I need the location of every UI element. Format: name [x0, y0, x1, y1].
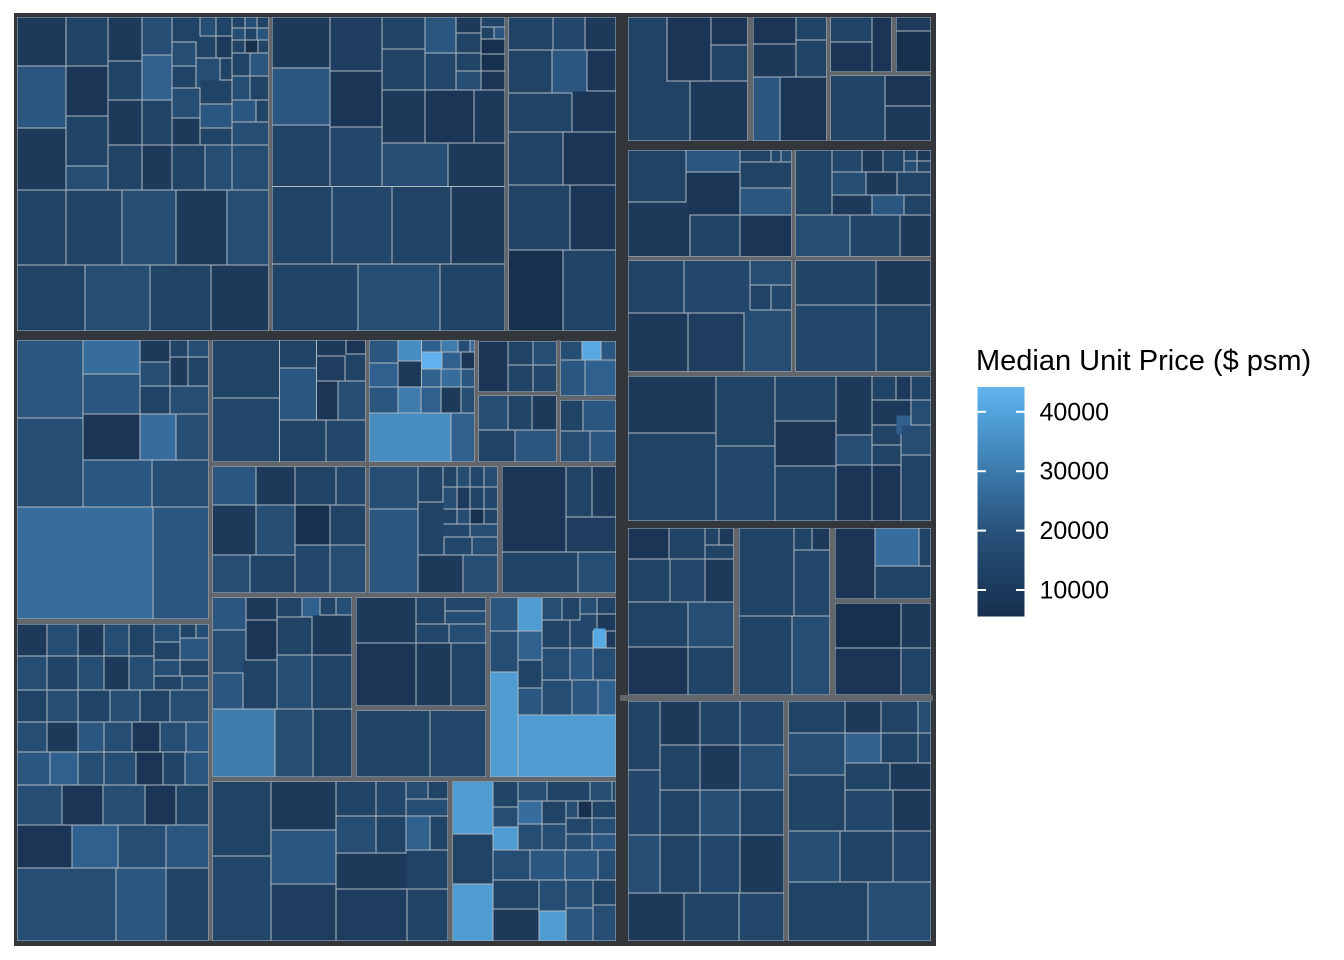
svg-text:40000: 40000 [1040, 398, 1110, 426]
svg-text:20000: 20000 [1040, 517, 1110, 545]
svg-text:10000: 10000 [1040, 577, 1110, 605]
svg-text:30000: 30000 [1040, 458, 1110, 486]
svg-text:Median Unit Price ($ psm): Median Unit Price ($ psm) [976, 345, 1311, 377]
